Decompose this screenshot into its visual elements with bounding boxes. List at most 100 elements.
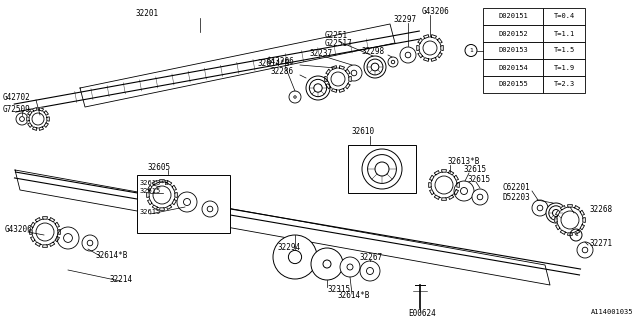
Text: 32605: 32605 <box>148 164 171 172</box>
Circle shape <box>435 176 453 194</box>
Polygon shape <box>583 218 586 222</box>
Polygon shape <box>349 76 351 82</box>
Bar <box>137 175 230 233</box>
Circle shape <box>537 205 543 211</box>
Polygon shape <box>424 35 429 38</box>
Circle shape <box>29 110 47 128</box>
Polygon shape <box>457 183 460 188</box>
Text: G43206: G43206 <box>5 226 33 235</box>
Polygon shape <box>33 108 37 111</box>
Polygon shape <box>159 180 164 182</box>
Polygon shape <box>332 89 337 92</box>
Text: 32613*B: 32613*B <box>140 180 170 186</box>
Circle shape <box>309 79 326 97</box>
Circle shape <box>367 268 374 275</box>
Text: D52203: D52203 <box>502 194 530 203</box>
Circle shape <box>289 91 301 103</box>
Text: 32298: 32298 <box>362 47 385 57</box>
Text: G42702: G42702 <box>3 92 31 101</box>
Circle shape <box>32 219 58 245</box>
Polygon shape <box>33 127 37 131</box>
Polygon shape <box>575 230 580 235</box>
Text: G22517: G22517 <box>325 39 353 49</box>
Circle shape <box>454 181 474 201</box>
Text: 1: 1 <box>469 48 473 53</box>
Circle shape <box>177 192 197 212</box>
Polygon shape <box>28 111 32 115</box>
Text: 32268: 32268 <box>590 205 613 214</box>
Circle shape <box>367 155 396 183</box>
Bar <box>543 76 585 93</box>
Polygon shape <box>152 205 157 210</box>
Circle shape <box>16 113 28 125</box>
Text: 32615: 32615 <box>140 209 161 215</box>
Circle shape <box>431 172 457 198</box>
Polygon shape <box>442 170 447 172</box>
Circle shape <box>184 198 191 205</box>
Polygon shape <box>429 190 434 195</box>
Bar <box>543 25 585 42</box>
Text: T=0.4: T=0.4 <box>554 13 575 20</box>
Circle shape <box>153 186 171 204</box>
Circle shape <box>557 207 583 233</box>
Polygon shape <box>431 58 436 61</box>
Polygon shape <box>438 38 442 43</box>
Polygon shape <box>556 225 560 230</box>
Circle shape <box>391 60 395 64</box>
Polygon shape <box>454 175 458 180</box>
Circle shape <box>36 223 54 241</box>
Circle shape <box>207 206 212 212</box>
Circle shape <box>331 72 345 86</box>
Polygon shape <box>326 84 330 89</box>
Circle shape <box>582 247 588 253</box>
Polygon shape <box>568 205 572 207</box>
Polygon shape <box>28 123 32 127</box>
Polygon shape <box>346 69 350 74</box>
Polygon shape <box>175 193 177 197</box>
Circle shape <box>461 188 467 195</box>
Polygon shape <box>454 190 458 195</box>
Polygon shape <box>31 222 35 227</box>
Polygon shape <box>55 237 60 242</box>
Text: 32613*B: 32613*B <box>448 157 481 166</box>
Circle shape <box>32 113 44 125</box>
Text: D020153: D020153 <box>498 47 528 53</box>
Circle shape <box>306 76 330 100</box>
Polygon shape <box>50 242 55 246</box>
Text: D020152: D020152 <box>498 30 528 36</box>
Polygon shape <box>435 171 439 175</box>
Bar <box>483 25 543 42</box>
Text: G43206: G43206 <box>422 7 450 17</box>
Circle shape <box>351 70 357 76</box>
Polygon shape <box>35 242 40 246</box>
Text: 32614*B: 32614*B <box>338 292 371 300</box>
Circle shape <box>419 37 441 59</box>
Circle shape <box>546 203 566 223</box>
Text: 32294: 32294 <box>278 243 301 252</box>
Text: 32610: 32610 <box>352 127 375 137</box>
Polygon shape <box>29 229 32 235</box>
Circle shape <box>400 47 416 63</box>
Text: T=1.1: T=1.1 <box>554 30 575 36</box>
Text: D020155: D020155 <box>498 82 528 87</box>
Polygon shape <box>418 38 422 43</box>
Polygon shape <box>560 205 565 210</box>
Polygon shape <box>31 237 35 242</box>
Circle shape <box>375 162 389 176</box>
Bar <box>543 42 585 59</box>
Polygon shape <box>346 84 350 89</box>
Polygon shape <box>35 218 40 222</box>
Text: E00624: E00624 <box>408 308 436 317</box>
Circle shape <box>346 65 362 81</box>
Polygon shape <box>449 195 454 199</box>
Circle shape <box>472 189 488 205</box>
Polygon shape <box>575 205 580 210</box>
Circle shape <box>371 63 379 71</box>
Polygon shape <box>147 193 149 197</box>
Circle shape <box>423 41 437 55</box>
Text: D020151: D020151 <box>498 13 528 20</box>
Polygon shape <box>44 123 49 127</box>
Polygon shape <box>326 69 330 74</box>
Text: 32201: 32201 <box>135 10 158 19</box>
Polygon shape <box>43 245 47 247</box>
